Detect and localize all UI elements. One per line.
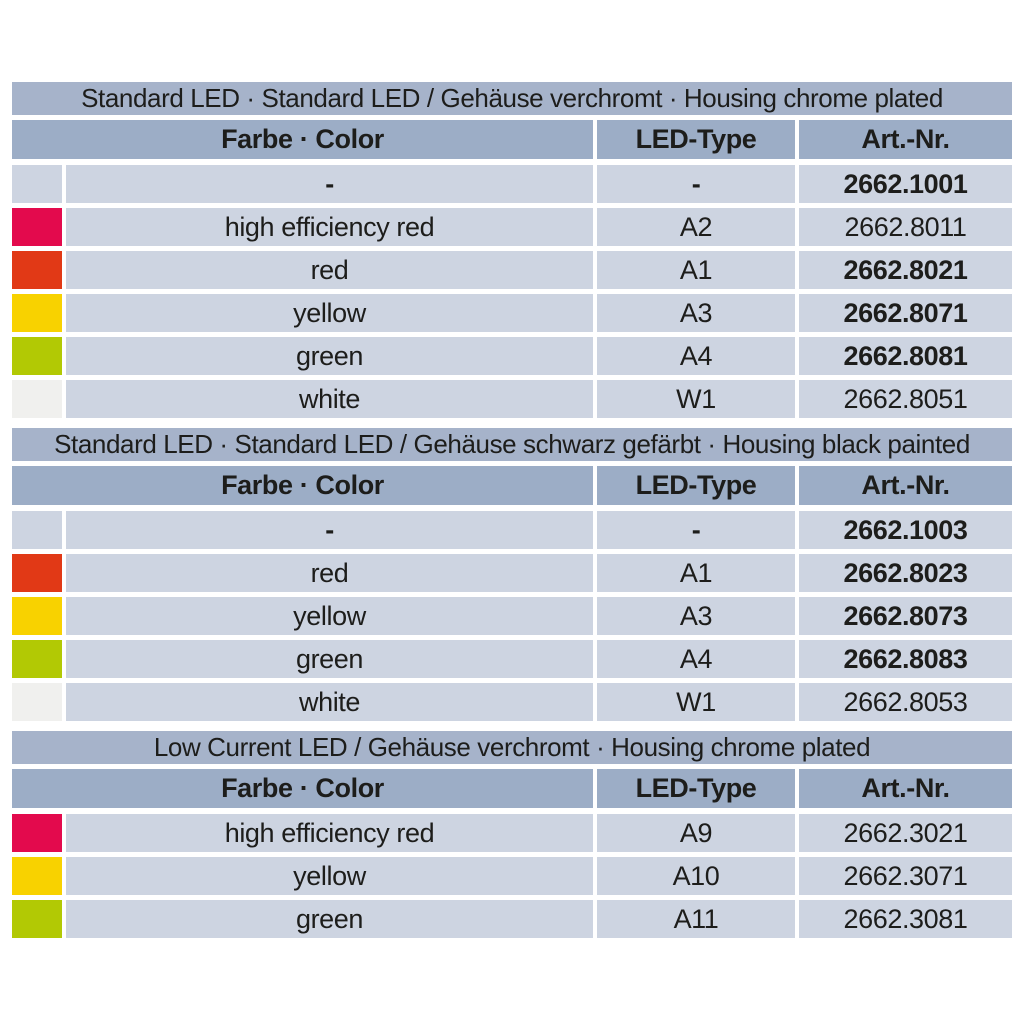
table-title: Standard LED · Standard LED / Gehäuse sc…: [12, 428, 1012, 461]
column-header-led-type: LED-Type: [597, 769, 795, 808]
column-header-color: Farbe · Color: [12, 120, 593, 159]
color-cell: red: [66, 554, 593, 592]
color-swatch: [12, 251, 62, 289]
art-nr-cell: 2662.1001: [799, 165, 1012, 203]
table-row: white W1 2662.8053: [12, 683, 1012, 721]
led-type-cell: W1: [597, 683, 795, 721]
table-row: green A4 2662.8081: [12, 337, 1012, 375]
table-body: high efficiency red A9 2662.3021 yellow A10 2…: [12, 814, 1012, 938]
color-swatch: [12, 857, 62, 895]
color-swatch: [12, 683, 62, 721]
color-swatch: [12, 511, 62, 549]
color-swatch: [12, 380, 62, 418]
color-cell: red: [66, 251, 593, 289]
led-type-cell: A2: [597, 208, 795, 246]
color-cell: yellow: [66, 857, 593, 895]
table-row: red A1 2662.8021: [12, 251, 1012, 289]
color-cell: white: [66, 683, 593, 721]
led-type-cell: A11: [597, 900, 795, 938]
table-header-row: Farbe · Color LED-Type Art.-Nr.: [12, 466, 1012, 505]
color-cell: -: [66, 165, 593, 203]
column-header-art-nr: Art.-Nr.: [799, 120, 1012, 159]
table-row: - -2662.1003: [12, 511, 1012, 549]
color-swatch: [12, 208, 62, 246]
color-swatch: [12, 814, 62, 852]
table-body: - -2662.1001 high efficiency red A2 2662.801…: [12, 165, 1012, 418]
art-nr-cell: 2662.8021: [799, 251, 1012, 289]
art-nr-cell: 2662.3081: [799, 900, 1012, 938]
color-swatch: [12, 640, 62, 678]
column-header-led-type: LED-Type: [597, 120, 795, 159]
column-header-led-type: LED-Type: [597, 466, 795, 505]
color-swatch: [12, 554, 62, 592]
color-swatch: [12, 165, 62, 203]
column-header-color: Farbe · Color: [12, 466, 593, 505]
table-row: high efficiency red A9 2662.3021: [12, 814, 1012, 852]
art-nr-cell: 2662.8051: [799, 380, 1012, 418]
color-swatch: [12, 900, 62, 938]
color-cell: high efficiency red: [66, 208, 593, 246]
color-swatch: [12, 294, 62, 332]
led-type-cell: A4: [597, 640, 795, 678]
color-cell: -: [66, 511, 593, 549]
art-nr-cell: 2662.8011: [799, 208, 1012, 246]
led-ordering-tables: Standard LED · Standard LED / Gehäuse ve…: [12, 82, 1012, 938]
color-swatch: [12, 597, 62, 635]
color-cell: green: [66, 640, 593, 678]
art-nr-cell: 2662.3021: [799, 814, 1012, 852]
color-cell: yellow: [66, 294, 593, 332]
table-row: yellow A3 2662.8073: [12, 597, 1012, 635]
table-row: white W1 2662.8051: [12, 380, 1012, 418]
product-table: Standard LED · Standard LED / Gehäuse sc…: [12, 428, 1012, 721]
art-nr-cell: 2662.8083: [799, 640, 1012, 678]
art-nr-cell: 2662.8081: [799, 337, 1012, 375]
color-cell: green: [66, 337, 593, 375]
table-header-row: Farbe · Color LED-Type Art.-Nr.: [12, 769, 1012, 808]
art-nr-cell: 2662.1003: [799, 511, 1012, 549]
column-header-color: Farbe · Color: [12, 769, 593, 808]
column-header-art-nr: Art.-Nr.: [799, 466, 1012, 505]
table-row: yellow A10 2662.3071: [12, 857, 1012, 895]
art-nr-cell: 2662.8073: [799, 597, 1012, 635]
table-body: - -2662.1003 red A1 2662.8023 yellow A3 2662.80…: [12, 511, 1012, 721]
table-row: green A11 2662.3081: [12, 900, 1012, 938]
led-type-cell: W1: [597, 380, 795, 418]
color-cell: white: [66, 380, 593, 418]
led-type-cell: A3: [597, 294, 795, 332]
art-nr-cell: 2662.8023: [799, 554, 1012, 592]
art-nr-cell: 2662.3071: [799, 857, 1012, 895]
led-type-cell: A4: [597, 337, 795, 375]
art-nr-cell: 2662.8071: [799, 294, 1012, 332]
table-row: green A4 2662.8083: [12, 640, 1012, 678]
color-cell: yellow: [66, 597, 593, 635]
led-type-cell: A10: [597, 857, 795, 895]
color-cell: high efficiency red: [66, 814, 593, 852]
table-title: Low Current LED / Gehäuse verchromt · Ho…: [12, 731, 1012, 764]
led-type-cell: -: [597, 165, 795, 203]
led-type-cell: A9: [597, 814, 795, 852]
table-row: high efficiency red A2 2662.8011: [12, 208, 1012, 246]
led-type-cell: A1: [597, 251, 795, 289]
product-table: Low Current LED / Gehäuse verchromt · Ho…: [12, 731, 1012, 938]
table-header-row: Farbe · Color LED-Type Art.-Nr.: [12, 120, 1012, 159]
column-header-art-nr: Art.-Nr.: [799, 769, 1012, 808]
led-type-cell: A3: [597, 597, 795, 635]
art-nr-cell: 2662.8053: [799, 683, 1012, 721]
table-row: - -2662.1001: [12, 165, 1012, 203]
product-table: Standard LED · Standard LED / Gehäuse ve…: [12, 82, 1012, 418]
table-title: Standard LED · Standard LED / Gehäuse ve…: [12, 82, 1012, 115]
led-type-cell: A1: [597, 554, 795, 592]
table-row: red A1 2662.8023: [12, 554, 1012, 592]
table-row: yellow A3 2662.8071: [12, 294, 1012, 332]
led-type-cell: -: [597, 511, 795, 549]
color-swatch: [12, 337, 62, 375]
color-cell: green: [66, 900, 593, 938]
